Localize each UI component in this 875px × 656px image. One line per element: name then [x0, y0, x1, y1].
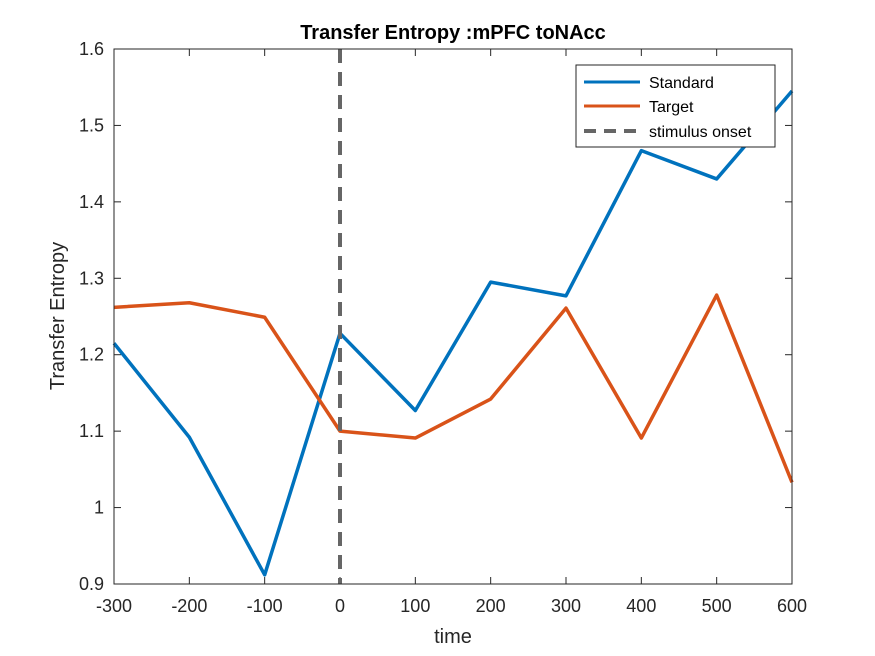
tick-labels: -300 -200 -100 0 100 200 300 400 500 600 0.9 1 1.1 1.… — [79, 39, 807, 616]
x-tick-label: 100 — [400, 596, 430, 616]
series-line-standard — [112, 89, 794, 577]
series-line-target — [113, 293, 794, 484]
legend-label-standard: Standard — [649, 75, 714, 92]
legend: Standard Target stimulus onset — [575, 64, 776, 148]
x-tick-label: 0 — [335, 596, 345, 616]
plot-frame — [113, 48, 793, 585]
x-tick-label: -200 — [171, 596, 207, 616]
y-tick-label: 1.2 — [79, 345, 104, 365]
x-tick-label: 200 — [476, 596, 506, 616]
x-tick-label: 400 — [626, 596, 656, 616]
y-tick-label: 1.4 — [79, 192, 104, 212]
x-tick-label: -100 — [247, 596, 283, 616]
x-axis-label: time — [434, 626, 472, 648]
x-tick-label: -300 — [96, 596, 132, 616]
y-tick-label: 1 — [94, 498, 104, 518]
x-tick-label: 500 — [702, 596, 732, 616]
y-tick-label: 0.9 — [79, 574, 104, 594]
y-tick-label: 1.1 — [79, 421, 104, 441]
legend-label-stimulus-onset: stimulus onset — [649, 124, 752, 141]
x-tick-label: 300 — [551, 596, 581, 616]
x-tick-label: 600 — [777, 596, 807, 616]
y-tick-label: 1.5 — [79, 115, 104, 135]
y-tick-label: 1.3 — [79, 268, 104, 288]
y-tick-label: 1.6 — [79, 39, 104, 59]
legend-label-target: Target — [649, 99, 694, 116]
chart-title: Transfer Entropy :mPFC toNAcc — [300, 22, 606, 44]
y-axis-label: Transfer Entropy — [47, 242, 69, 390]
